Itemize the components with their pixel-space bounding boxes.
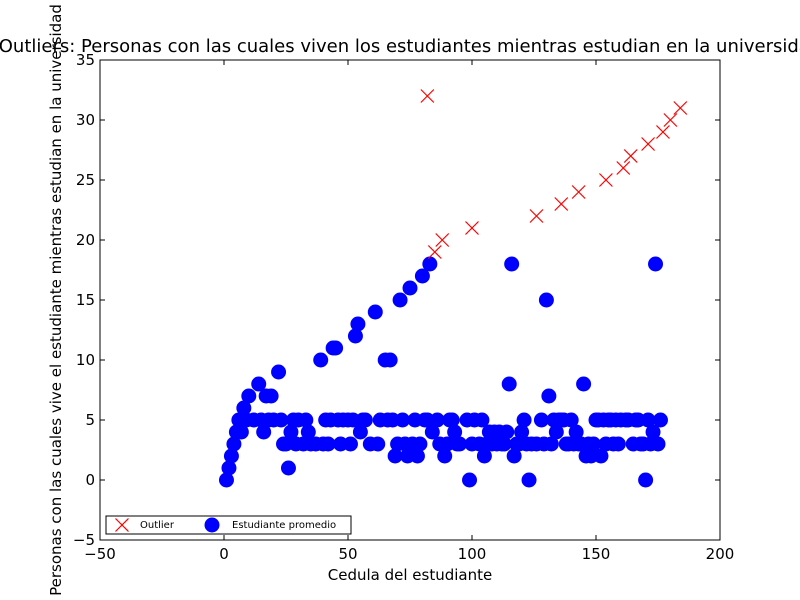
scatter-point-estudiante [223,448,239,464]
scatter-point-estudiante [392,292,408,308]
scatter-point-estudiante [437,448,453,464]
x-axis-label: Cedula del estudiante [328,566,492,584]
scatter-point-outlier [465,221,479,235]
scatter-point-estudiante [501,376,517,392]
legend-label-outlier: Outlier [140,520,175,531]
scatter-point-estudiante [221,460,237,476]
y-tick-label: 35 [76,51,95,69]
x-tick-label: 0 [219,545,229,563]
y-tick-label: 20 [76,231,95,249]
scatter-point-estudiante [370,436,386,452]
scatter-point-estudiante [462,472,478,488]
scatter-point-outlier [656,125,670,139]
scatter-point-estudiante [422,256,438,272]
y-tick-label: 15 [76,291,95,309]
scatter-point-estudiante [347,328,363,344]
x-tick-label: 50 [338,545,357,563]
scatter-point-estudiante [476,448,492,464]
scatter-point-estudiante [650,436,666,452]
scatter-point-estudiante [241,388,257,404]
scatter-point-estudiante [298,412,314,428]
legend-label-estudiante: Estudiante promedio [232,520,336,531]
scatter-point-estudiante [610,436,626,452]
scatter-point-estudiante [414,268,430,284]
y-tick-label: 5 [85,411,95,429]
y-tick-label: 30 [76,111,95,129]
scatter-point-estudiante [412,436,428,452]
x-tick-label: 150 [582,545,611,563]
y-tick-label: 25 [76,171,95,189]
scatter-point-estudiante [576,376,592,392]
plot-area [99,59,721,541]
scatter-point-outlier [641,137,656,151]
scatter-point-estudiante [218,472,234,488]
scatter-point-estudiante [538,292,554,308]
scatter-point-estudiante [648,256,664,272]
scatter-point-estudiante [328,340,344,356]
data-marks [218,89,688,488]
scatter-point-estudiante [280,460,296,476]
scatter-point-outlier [420,89,435,103]
scatter-point-outlier [598,173,613,187]
scatter-point-outlier [623,149,638,163]
scatter-point-outlier [571,185,586,199]
x-tick-label: 100 [458,545,487,563]
scatter-point-estudiante [350,316,366,332]
y-tick-label: −5 [73,531,95,549]
scatter-point-estudiante [474,412,490,428]
scatter-point-estudiante [638,472,654,488]
scatter-point-estudiante [357,412,373,428]
scatter-point-estudiante [504,256,520,272]
scatter-point-estudiante [300,424,316,440]
scatter-point-outlier [554,197,569,211]
scatter-point-estudiante [409,448,425,464]
legend: Outlier Estudiante promedio [105,515,352,535]
scatter-point-outlier [435,233,450,247]
x-tick-label: −50 [84,545,116,563]
scatter-point-estudiante [496,436,512,452]
scatter-point-estudiante [271,364,287,380]
scatter-point-outlier [663,113,678,127]
scatter-point-estudiante [521,472,537,488]
scatter-point-estudiante [499,424,515,440]
scatter-point-outlier [529,209,544,223]
legend-marker-estudiante [204,517,220,533]
y-tick-label: 0 [85,471,95,489]
y-tick-label: 10 [76,351,95,369]
scatter-point-estudiante [251,376,267,392]
scatter-point-estudiante [313,352,329,368]
scatter-point-outlier [673,101,688,115]
chart-title: Outliers: Personas con las cuales viven … [0,36,800,57]
legend-box [105,515,352,535]
scatter-point-outlier [616,161,631,175]
y-axis-label: Personas con las cuales vive el estudian… [47,4,65,596]
scatter-point-estudiante [263,388,279,404]
scatter-point-estudiante [226,436,242,452]
scatter-point-estudiante [342,436,358,452]
x-tick-label: 200 [706,545,735,563]
scatter-point-estudiante [541,388,557,404]
scatter-point-estudiante [652,412,668,428]
scatter-point-estudiante [402,280,418,296]
scatter-point-estudiante [516,412,532,428]
scatter-point-estudiante [367,304,383,320]
legend-marker-outlier [115,518,129,532]
scatter-point-estudiante [444,412,460,428]
scatter-point-estudiante [382,352,398,368]
scatter-point-outlier [427,245,442,259]
